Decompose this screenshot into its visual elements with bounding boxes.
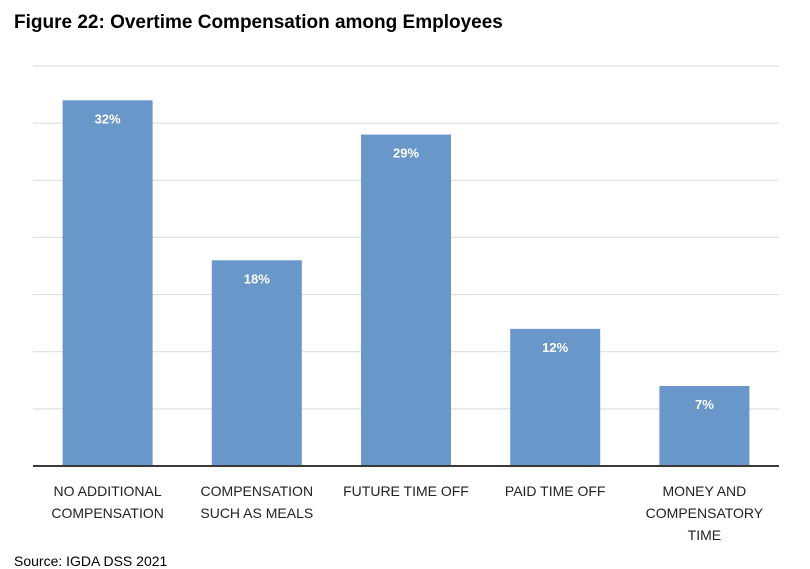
data-labels: 32% 18% 29% 12% 7% xyxy=(95,111,715,412)
data-label: 12% xyxy=(542,340,568,355)
data-label: 18% xyxy=(244,271,270,286)
data-label: 32% xyxy=(95,111,121,126)
bars xyxy=(62,100,750,467)
category-label: COMPENSATION SUCH AS MEALS xyxy=(200,483,313,521)
bar xyxy=(62,100,153,467)
category-label: NO ADDITIONAL COMPENSATION xyxy=(51,483,164,521)
data-label: 29% xyxy=(393,146,419,161)
category-label: FUTURE TIME OFF xyxy=(343,483,469,499)
category-label: PAID TIME OFF xyxy=(505,483,606,499)
bar xyxy=(659,386,750,466)
category-label: MONEY AND COMPENSATORY TIME xyxy=(646,483,764,543)
figure-title: Figure 22: Overtime Compensation among E… xyxy=(14,12,503,33)
data-label: 7% xyxy=(695,397,714,412)
category-labels: NO ADDITIONAL COMPENSATION COMPENSATION SUC… xyxy=(51,483,763,543)
bar xyxy=(510,328,601,466)
bar xyxy=(361,134,451,467)
bar xyxy=(211,260,302,466)
source-note: Source: IGDA DSS 2021 xyxy=(14,553,168,569)
